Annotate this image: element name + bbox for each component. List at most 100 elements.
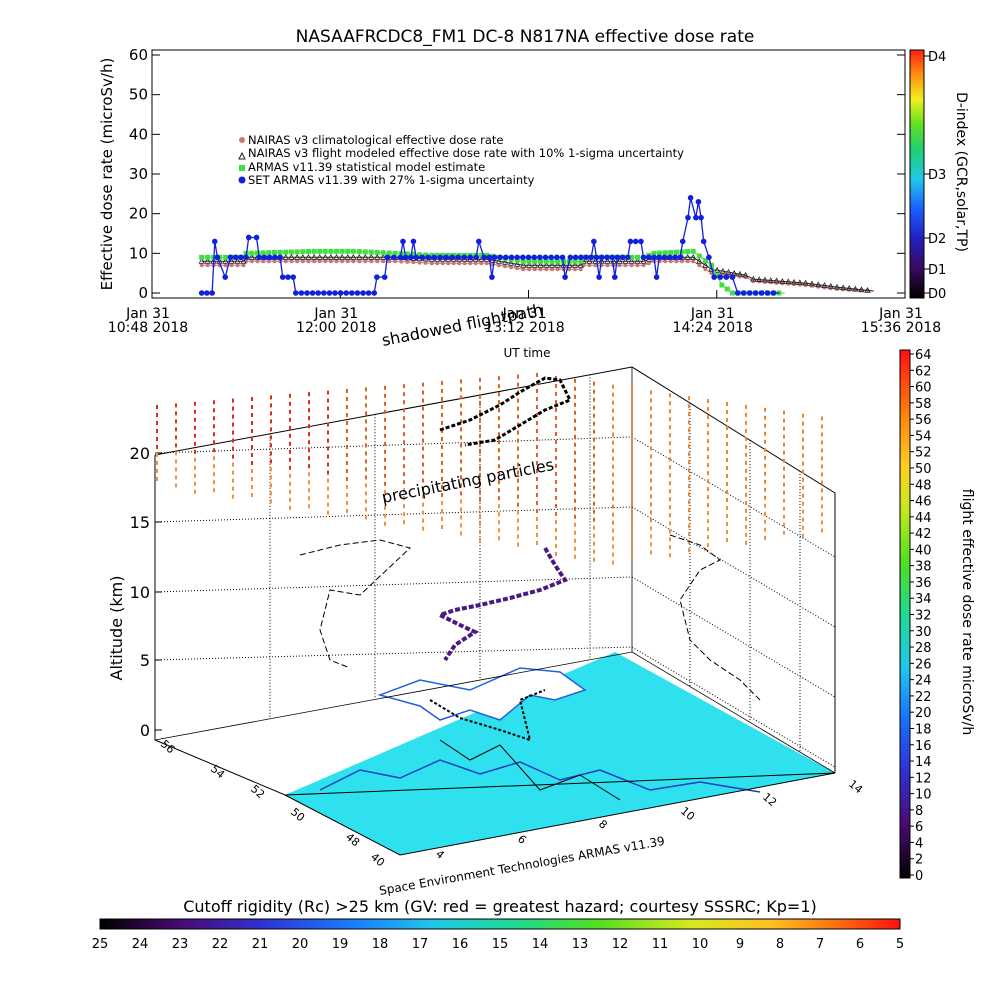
dose-tick-label: 22: [915, 690, 932, 705]
series-point-nairas-climatological: [289, 259, 294, 264]
series-point-nairas-flight: [356, 253, 363, 260]
rc-tick-label: 18: [372, 937, 389, 952]
series-point-set-armas: [437, 254, 443, 261]
series-point-set-armas: [285, 274, 291, 280]
series-point-set-armas: [397, 254, 404, 261]
series-point-nairas-flight: [628, 257, 635, 264]
series-point-set-armas: [651, 254, 657, 261]
series-point-armas-model: [199, 254, 205, 260]
x-tick-label-date: Jan 31: [502, 306, 547, 322]
rc-tick-label: 22: [212, 937, 229, 952]
series-point-set-armas: [758, 290, 765, 296]
series-point-set-armas: [489, 274, 495, 280]
series-point-set-armas: [723, 274, 730, 280]
series-point-nairas-climatological: [663, 259, 668, 264]
series-point-nairas-climatological: [283, 259, 288, 264]
series-point-set-armas: [588, 254, 595, 261]
series-point-armas-model: [572, 258, 578, 264]
dose-tick-label: 60: [915, 381, 932, 396]
latitude-tick-label: 50: [288, 805, 307, 824]
series-point-set-armas: [374, 274, 380, 280]
series-point-nairas-flight: [282, 253, 289, 260]
series-point-nairas-flight: [577, 261, 584, 268]
series-point-armas-model: [254, 250, 260, 256]
series-point-nairas-climatological: [457, 261, 462, 266]
series-point-set-armas: [693, 214, 699, 221]
series-point-nairas-flight: [513, 260, 521, 267]
series-point-nairas-climatological: [357, 259, 362, 264]
dose-tick-label: 52: [915, 446, 932, 461]
series-point-nairas-flight: [779, 277, 786, 284]
series-point-set-armas: [384, 254, 391, 261]
series-point-set-armas: [572, 254, 579, 261]
latitude-tick-label: 40: [368, 850, 387, 869]
series-point-set-armas: [531, 254, 537, 261]
rc-tick-label: 21: [252, 937, 269, 952]
d-index-tick-label: D4: [928, 50, 946, 65]
series-point-armas-model: [662, 250, 668, 256]
altitude-axis-label: Altitude (km): [107, 576, 126, 681]
dose-tick-label: 6: [915, 820, 923, 835]
series-point-nairas-climatological: [646, 261, 651, 266]
series-point-set-armas: [672, 254, 678, 261]
d-index-tick-label: D1: [928, 263, 946, 278]
series-point-set-armas: [593, 254, 600, 261]
series-point-armas-model: [578, 258, 584, 264]
series-point-nairas-climatological: [509, 265, 514, 270]
series-point-nairas-climatological: [317, 259, 322, 264]
box-grid: [154, 374, 836, 768]
series-point-armas-model: [532, 258, 538, 264]
series-point-armas-model: [657, 250, 663, 256]
dose-tick-label: 54: [915, 429, 932, 444]
series-point-armas-model: [526, 258, 532, 264]
particle-curtain: [156, 373, 823, 565]
rc-ticks: 25 24 23 22 21 20 19 18 17 16 15 14 13 12 11 10 9 8 7 6 5: [92, 937, 904, 952]
series-point-nairas-climatological: [544, 267, 549, 272]
rc-tick-label: 12: [612, 937, 629, 952]
series-point-nairas-flight: [305, 253, 312, 260]
series-point-set-armas: [554, 254, 560, 261]
series-point-set-armas: [740, 290, 747, 296]
series-point-set-armas: [198, 290, 205, 296]
series-point-nairas-climatological: [496, 263, 501, 268]
series-point-set-armas: [548, 254, 554, 261]
legend-entry-nairas-climatological: NAIRAS v3 climatological effective dose …: [248, 133, 504, 147]
series-point-nairas-climatological: [703, 267, 708, 272]
series-point-set-armas: [279, 274, 286, 280]
series-point-nairas-climatological: [199, 263, 204, 268]
series-point-set-armas: [214, 254, 221, 261]
series-point-armas-model: [651, 250, 657, 256]
series-point-nairas-flight: [228, 257, 235, 264]
series-point-armas-model: [311, 248, 317, 254]
x-tick-label-time: 10:48 2018: [108, 320, 188, 336]
series-point-nairas-flight: [808, 280, 816, 287]
series-point-nairas-flight: [501, 258, 509, 265]
series-point-set-armas: [204, 290, 210, 296]
series-point-nairas-flight: [750, 275, 757, 282]
series-point-nairas-flight: [293, 253, 301, 260]
rc-tick-label: 20: [292, 937, 309, 952]
series-point-set-armas: [443, 254, 449, 261]
series-point-set-armas: [473, 254, 480, 261]
series-point-set-armas: [290, 274, 296, 280]
series-point-nairas-flight: [554, 261, 561, 268]
series-point-nairas-climatological: [205, 263, 210, 268]
series-point-nairas-flight: [839, 284, 847, 291]
surface-flight-track: [429, 689, 546, 742]
series-point-set-armas: [619, 254, 626, 261]
y-tick-label: 0: [138, 284, 148, 302]
series-point-armas-model: [260, 250, 266, 256]
series-point-armas-model: [294, 249, 300, 255]
series-point-armas-model: [673, 249, 679, 255]
series-point-nairas-climatological: [429, 261, 434, 266]
rc-tick-label: 25: [92, 937, 109, 952]
series-point-nairas-flight: [362, 253, 369, 260]
d-index-colorbar: [909, 49, 925, 299]
rc-tick-label: 8: [776, 937, 784, 952]
series-point-nairas-flight: [520, 261, 527, 268]
series-point-nairas-flight: [761, 276, 769, 283]
series-point-nairas-climatological: [411, 260, 416, 265]
series-point-nairas-climatological: [641, 263, 646, 268]
series-point-armas-model: [410, 251, 416, 257]
series-point-nairas-climatological: [532, 267, 537, 272]
